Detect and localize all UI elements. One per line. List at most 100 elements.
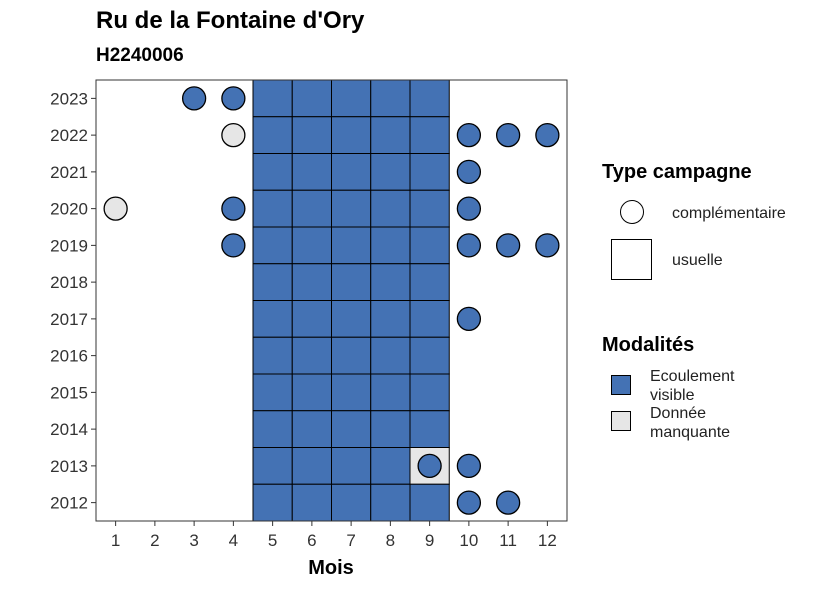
- plot-panel-border: [95, 79, 568, 522]
- y-tick-label-2017: 2017: [50, 310, 88, 329]
- cell-usuelle-2019-5: [252, 226, 293, 265]
- point-complementaire-2019-4: [221, 233, 246, 258]
- y-tick-label-2019: 2019: [50, 236, 88, 255]
- cell-usuelle-2021-5: [252, 153, 293, 191]
- point-complementaire-2023-3: [181, 86, 207, 111]
- legend-complementaire-circle-key: [620, 200, 644, 224]
- y-tick-label-2012: 2012: [50, 494, 88, 513]
- cell-usuelle-2014-6: [291, 410, 332, 448]
- y-tick-label-2021: 2021: [50, 163, 88, 182]
- x-tick-label-3: 3: [189, 531, 198, 550]
- cell-usuelle-2014-9: [409, 410, 450, 448]
- cell-usuelle-2021-9: [409, 153, 450, 191]
- cell-usuelle-2013-5: [252, 447, 293, 485]
- legend-type-title: Type campagne: [602, 161, 752, 183]
- legend-usuelle-label: usuelle: [672, 252, 723, 269]
- cell-usuelle-2014-5: [252, 410, 293, 448]
- cell-usuelle-2020-5: [252, 189, 293, 228]
- x-tick-label-11: 11: [499, 531, 517, 550]
- cell-usuelle-2015-8: [370, 373, 411, 412]
- point-complementaire-2019-10: [456, 233, 482, 258]
- cell-usuelle-2019-8: [370, 226, 411, 265]
- cell-usuelle-2019-6: [291, 226, 332, 265]
- cell-usuelle-2023-7: [331, 79, 372, 118]
- cell-usuelle-2023-6: [291, 79, 332, 118]
- cell-usuelle-2012-9: [409, 483, 450, 522]
- x-tick-label-12: 12: [538, 531, 557, 550]
- point-complementaire-2022-4: [221, 122, 246, 148]
- y-tick-label-2022: 2022: [50, 126, 88, 145]
- cell-usuelle-2022-5: [252, 116, 293, 154]
- y-tick-label-2013: 2013: [50, 457, 88, 476]
- cell-usuelle-2014-7: [331, 410, 372, 448]
- point-complementaire-2013-10: [456, 453, 482, 479]
- y-tick-label-2015: 2015: [50, 383, 88, 402]
- cell-usuelle-2012-8: [370, 483, 411, 522]
- legend-ecoulement-visible-label: Ecoulement visible: [650, 367, 735, 405]
- legend-donnee-manquante-label: Donnée manquante: [650, 404, 730, 442]
- cell-usuelle-2018-8: [370, 263, 411, 301]
- cell-usuelle-2020-8: [370, 189, 411, 228]
- cell-usuelle-2016-7: [331, 336, 372, 375]
- cell-usuelle-2018-9: [409, 263, 450, 301]
- legend-ecoulement-visible-key: [611, 375, 631, 395]
- x-tick-label-10: 10: [459, 531, 478, 550]
- cell-usuelle-2022-7: [331, 116, 372, 154]
- cell-usuelle-2021-8: [370, 153, 411, 191]
- cell-usuelle-2020-6: [291, 189, 332, 228]
- x-tick-label-6: 6: [307, 531, 316, 550]
- x-tick-label-7: 7: [346, 531, 355, 550]
- cell-usuelle-2017-7: [331, 300, 372, 338]
- cell-usuelle-2015-5: [252, 373, 293, 412]
- x-tick-label-8: 8: [386, 531, 395, 550]
- cell-usuelle-2014-8: [370, 410, 411, 448]
- point-complementaire-2022-12: [535, 122, 560, 148]
- point-complementaire-2017-10: [456, 306, 482, 332]
- point-complementaire-2012-10: [456, 490, 482, 515]
- point-complementaire-2019-12: [535, 233, 560, 258]
- point-complementaire-2023-4: [221, 86, 246, 111]
- cell-usuelle-2012-6: [291, 483, 332, 522]
- cell-usuelle-2020-9: [409, 189, 450, 228]
- cell-usuelle-2015-6: [291, 373, 332, 412]
- cell-usuelle-2023-5: [252, 79, 293, 118]
- point-complementaire-2020-4: [221, 196, 246, 221]
- cell-usuelle-2021-7: [331, 153, 372, 191]
- x-tick-label-4: 4: [229, 531, 238, 550]
- cell-usuelle-2015-9: [409, 373, 450, 412]
- chart-title: Ru de la Fontaine d'Ory: [96, 7, 365, 34]
- cell-usuelle-2017-9: [409, 300, 450, 338]
- legend-modalites-title: Modalités: [602, 334, 695, 356]
- legend-donnee-manquante-key: [611, 411, 631, 431]
- y-tick-label-2016: 2016: [50, 347, 88, 366]
- cell-usuelle-2019-9: [409, 226, 450, 265]
- cell-usuelle-2017-5: [252, 300, 293, 338]
- cell-usuelle-2022-6: [291, 116, 332, 154]
- cell-usuelle-2023-8: [370, 79, 411, 118]
- cell-usuelle-2013-8: [370, 447, 411, 485]
- y-tick-label-2023: 2023: [50, 89, 88, 108]
- cell-usuelle-2023-9: [409, 79, 450, 118]
- y-tick-label-2020: 2020: [50, 200, 88, 219]
- x-tick-label-5: 5: [268, 531, 277, 550]
- cell-usuelle-2016-6: [291, 336, 332, 375]
- legend-donnee-line1: Donnée: [650, 405, 707, 422]
- cell-usuelle-2018-5: [252, 263, 293, 301]
- cell-usuelle-2018-6: [291, 263, 332, 301]
- point-complementaire-2020-10: [456, 196, 482, 221]
- legend-ecoulement-line1: Ecoulement: [650, 368, 735, 385]
- x-tick-label-1: 1: [111, 531, 120, 550]
- legend-complementaire-label: complémentaire: [672, 205, 786, 222]
- point-complementaire-2020-1: [103, 196, 128, 221]
- x-axis-title: Mois: [308, 557, 354, 579]
- cell-usuelle-2012-7: [331, 483, 372, 522]
- legend-ecoulement-line2: visible: [650, 387, 695, 404]
- point-complementaire-2012-11: [495, 490, 521, 515]
- point-complementaire-2021-10: [456, 159, 482, 185]
- cell-usuelle-2013-7: [331, 447, 372, 485]
- point-complementaire-2022-10: [456, 122, 482, 148]
- x-tick-label-2: 2: [150, 531, 159, 550]
- point-complementaire-2022-11: [495, 122, 521, 148]
- cell-usuelle-2022-8: [370, 116, 411, 154]
